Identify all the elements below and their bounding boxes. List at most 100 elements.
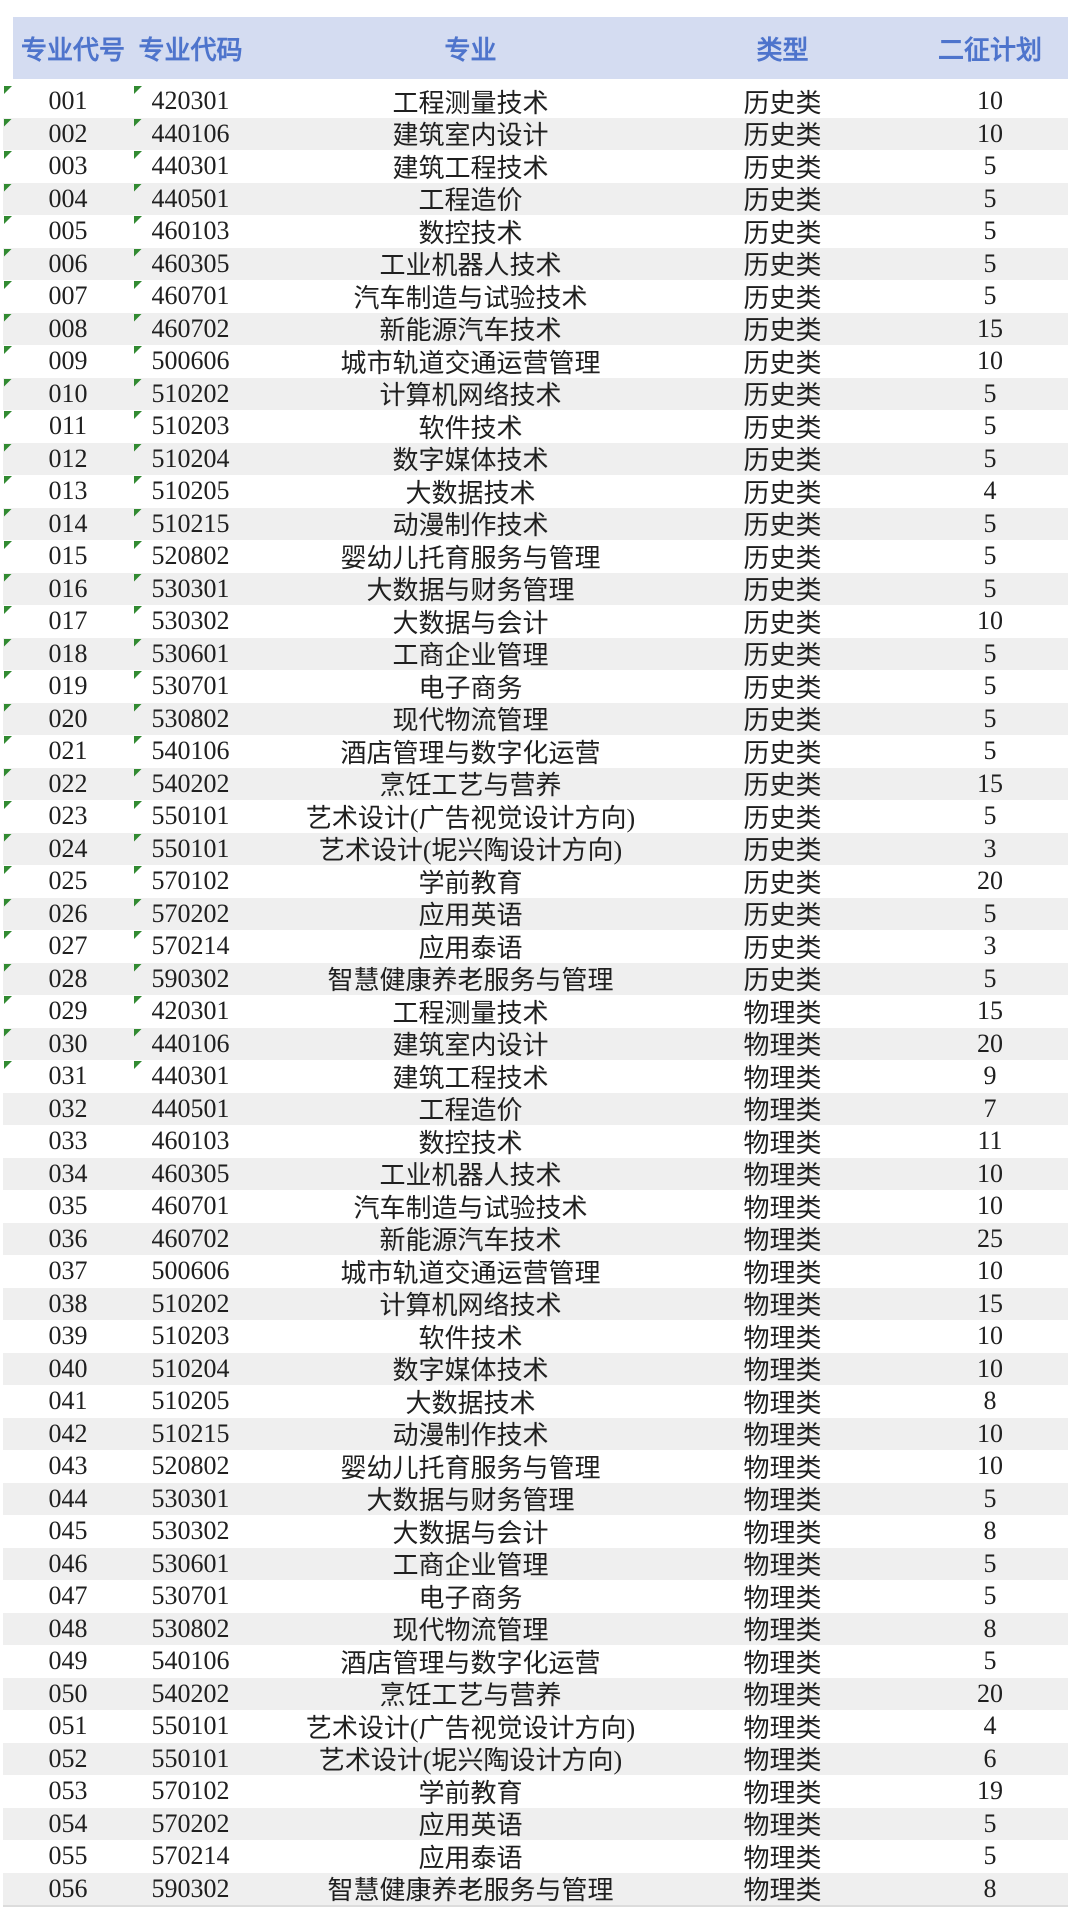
cell-major-number[interactable]: 011 bbox=[3, 410, 133, 443]
cell-plan[interactable]: 3 bbox=[983, 833, 997, 863]
cell-plan[interactable]: 5 bbox=[983, 1841, 997, 1871]
cell-plan[interactable]: 10 bbox=[977, 1256, 1003, 1286]
cell-category[interactable]: 历史类 bbox=[743, 446, 822, 476]
cell-category[interactable]: 物理类 bbox=[743, 1843, 822, 1873]
cell-category[interactable]: 历史类 bbox=[743, 186, 822, 216]
cell-plan[interactable]: 5 bbox=[983, 508, 997, 538]
cell-category[interactable]: 历史类 bbox=[743, 641, 822, 671]
cell-plan[interactable]: 5 bbox=[983, 541, 997, 571]
cell-plan[interactable]: 10 bbox=[977, 1353, 1003, 1383]
cell-major-name[interactable]: 酒店管理与数字化运营 bbox=[340, 738, 601, 768]
cell-major-name[interactable]: 婴幼儿托育服务与管理 bbox=[340, 543, 601, 573]
cell-major-code[interactable]: 420301 bbox=[133, 995, 248, 1028]
cell-major-code[interactable]: 510205 bbox=[133, 475, 248, 508]
cell-major-number[interactable]: 010 bbox=[3, 378, 133, 411]
cell-major-name[interactable]: 应用英语 bbox=[418, 901, 523, 931]
cell-plan[interactable]: 5 bbox=[983, 573, 997, 603]
cell-plan[interactable]: 25 bbox=[977, 1223, 1003, 1253]
cell-major-code[interactable]: 440501 bbox=[133, 183, 248, 216]
cell-major-number[interactable]: 027 bbox=[3, 930, 133, 963]
cell-major-code[interactable]: 510204 bbox=[133, 443, 248, 476]
cell-major-code[interactable]: 500606 bbox=[133, 345, 248, 378]
cell-plan[interactable]: 5 bbox=[983, 703, 997, 733]
cell-category[interactable]: 物理类 bbox=[743, 1193, 822, 1223]
cell-major-code[interactable]: 570214 bbox=[151, 1841, 230, 1871]
cell-major-number[interactable]: 024 bbox=[3, 833, 133, 866]
cell-category[interactable]: 历史类 bbox=[743, 836, 822, 866]
cell-major-number[interactable]: 014 bbox=[3, 508, 133, 541]
cell-major-number[interactable]: 044 bbox=[48, 1483, 88, 1513]
cell-plan[interactable]: 10 bbox=[977, 1191, 1003, 1221]
cell-major-code[interactable]: 510205 bbox=[151, 1386, 230, 1416]
cell-category[interactable]: 物理类 bbox=[743, 1811, 822, 1841]
cell-plan[interactable]: 7 bbox=[983, 1093, 997, 1123]
cell-major-name[interactable]: 大数据技术 bbox=[405, 1388, 536, 1418]
cell-category[interactable]: 物理类 bbox=[743, 1583, 822, 1613]
header-major-number[interactable]: 专业代号 bbox=[20, 34, 125, 65]
cell-plan[interactable]: 15 bbox=[977, 996, 1003, 1026]
cell-category[interactable]: 历史类 bbox=[743, 933, 822, 963]
cell-major-name[interactable]: 大数据与会计 bbox=[392, 608, 549, 638]
cell-major-name[interactable]: 电子商务 bbox=[418, 673, 523, 703]
cell-plan[interactable]: 10 bbox=[977, 118, 1003, 148]
cell-major-number[interactable]: 034 bbox=[48, 1158, 88, 1188]
cell-category[interactable]: 历史类 bbox=[743, 576, 822, 606]
cell-major-code[interactable]: 530301 bbox=[133, 573, 248, 606]
cell-major-number[interactable]: 016 bbox=[3, 573, 133, 606]
cell-plan[interactable]: 5 bbox=[983, 1808, 997, 1838]
cell-major-name[interactable]: 数字媒体技术 bbox=[392, 1356, 549, 1386]
cell-major-number[interactable]: 025 bbox=[3, 865, 133, 898]
cell-major-name[interactable]: 城市轨道交通运营管理 bbox=[340, 348, 601, 378]
cell-plan[interactable]: 5 bbox=[983, 671, 997, 701]
cell-category[interactable]: 物理类 bbox=[743, 1291, 822, 1321]
cell-major-number[interactable]: 036 bbox=[48, 1223, 88, 1253]
cell-category[interactable]: 物理类 bbox=[743, 1323, 822, 1353]
cell-major-code[interactable]: 530802 bbox=[133, 703, 248, 736]
cell-major-number[interactable]: 015 bbox=[3, 540, 133, 573]
cell-plan[interactable]: 11 bbox=[977, 1126, 1003, 1156]
cell-major-number[interactable]: 050 bbox=[48, 1678, 88, 1708]
cell-category[interactable]: 历史类 bbox=[743, 478, 822, 508]
cell-major-number[interactable]: 030 bbox=[3, 1028, 133, 1061]
cell-major-code[interactable]: 590302 bbox=[151, 1873, 230, 1903]
cell-category[interactable]: 物理类 bbox=[743, 1486, 822, 1516]
cell-major-code[interactable]: 530302 bbox=[133, 605, 248, 638]
cell-category[interactable]: 历史类 bbox=[743, 706, 822, 736]
cell-plan[interactable]: 15 bbox=[977, 768, 1003, 798]
cell-category[interactable]: 物理类 bbox=[743, 1713, 822, 1743]
cell-major-number[interactable]: 019 bbox=[3, 670, 133, 703]
cell-plan[interactable]: 5 bbox=[983, 1483, 997, 1513]
cell-category[interactable]: 历史类 bbox=[743, 738, 822, 768]
cell-major-number[interactable]: 018 bbox=[3, 638, 133, 671]
cell-major-name[interactable]: 软件技术 bbox=[418, 1323, 523, 1353]
cell-major-code[interactable]: 550101 bbox=[133, 800, 248, 833]
header-category[interactable]: 类型 bbox=[756, 34, 809, 65]
cell-major-code[interactable]: 570202 bbox=[133, 898, 248, 931]
cell-major-number[interactable]: 007 bbox=[3, 280, 133, 313]
cell-major-code[interactable]: 510204 bbox=[151, 1353, 230, 1383]
cell-major-number[interactable]: 053 bbox=[48, 1776, 88, 1806]
cell-major-code[interactable]: 440501 bbox=[151, 1093, 230, 1123]
cell-major-name[interactable]: 新能源汽车技术 bbox=[379, 1226, 562, 1256]
cell-plan[interactable]: 5 bbox=[983, 1646, 997, 1676]
cell-major-code[interactable]: 540106 bbox=[133, 735, 248, 768]
cell-major-number[interactable]: 023 bbox=[3, 800, 133, 833]
cell-major-name[interactable]: 大数据技术 bbox=[405, 478, 536, 508]
cell-major-name[interactable]: 应用英语 bbox=[418, 1811, 523, 1841]
cell-major-code[interactable]: 570102 bbox=[133, 865, 248, 898]
cell-category[interactable]: 历史类 bbox=[743, 218, 822, 248]
cell-major-number[interactable]: 009 bbox=[3, 345, 133, 378]
cell-major-name[interactable]: 数控技术 bbox=[418, 218, 523, 248]
cell-category[interactable]: 物理类 bbox=[743, 1648, 822, 1678]
cell-category[interactable]: 物理类 bbox=[743, 1681, 822, 1711]
cell-major-name[interactable]: 工商企业管理 bbox=[392, 1551, 549, 1581]
cell-plan[interactable]: 8 bbox=[983, 1386, 997, 1416]
cell-major-code[interactable]: 420301 bbox=[133, 85, 248, 118]
cell-major-code[interactable]: 530601 bbox=[151, 1548, 230, 1578]
cell-plan[interactable]: 20 bbox=[977, 866, 1003, 896]
cell-plan[interactable]: 4 bbox=[983, 476, 997, 506]
cell-category[interactable]: 物理类 bbox=[743, 1063, 822, 1093]
cell-plan[interactable]: 4 bbox=[983, 1711, 997, 1741]
cell-category[interactable]: 历史类 bbox=[743, 121, 822, 151]
cell-category[interactable]: 物理类 bbox=[743, 1161, 822, 1191]
